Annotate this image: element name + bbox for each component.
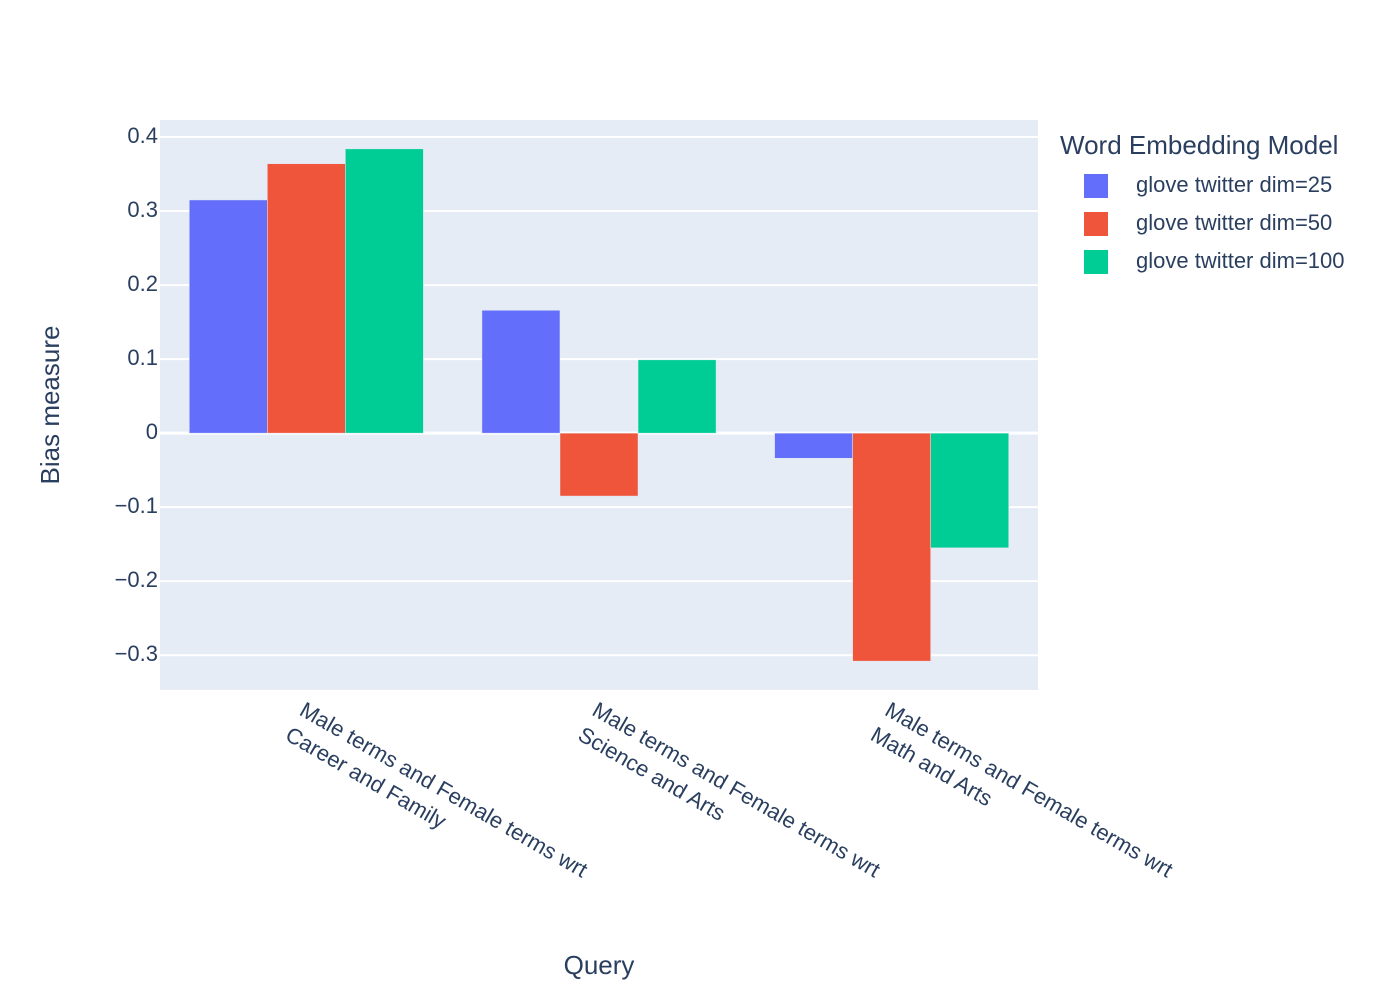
bar bbox=[189, 199, 268, 434]
bar bbox=[930, 432, 1009, 549]
y-tick-label: 0.2 bbox=[127, 271, 158, 296]
x-tick-label-line: Male terms and Female terms wrt bbox=[588, 697, 884, 882]
bar bbox=[267, 163, 346, 434]
y-tick-label: 0.4 bbox=[127, 123, 158, 148]
legend-title: Word Embedding Model bbox=[1060, 130, 1338, 160]
legend-label: glove twitter dim=50 bbox=[1136, 210, 1332, 235]
legend-label: glove twitter dim=100 bbox=[1136, 248, 1345, 273]
bar bbox=[774, 432, 853, 459]
x-tick-label: Male terms and Female terms wrtCareer an… bbox=[281, 697, 592, 907]
x-tick-label-line: Male terms and Female terms wrt bbox=[296, 697, 592, 882]
legend-label: glove twitter dim=25 bbox=[1136, 172, 1332, 197]
x-tick-label: Male terms and Female terms wrtMath and … bbox=[867, 697, 1178, 907]
y-tick-label: 0.1 bbox=[127, 345, 158, 370]
bar bbox=[559, 432, 639, 497]
x-tick-label-line: Male terms and Female terms wrt bbox=[881, 697, 1177, 882]
bar bbox=[637, 359, 717, 434]
legend-swatch bbox=[1084, 250, 1108, 274]
x-axis-title: Query bbox=[564, 950, 635, 980]
y-tick-label: −0.1 bbox=[115, 493, 158, 518]
y-axis-title: Bias measure bbox=[35, 326, 65, 485]
bar bbox=[852, 432, 931, 662]
bar bbox=[481, 309, 561, 434]
x-tick-label: Male terms and Female terms wrtScience a… bbox=[574, 697, 885, 907]
y-tick-label: 0 bbox=[146, 419, 158, 444]
legend-swatch bbox=[1084, 174, 1108, 198]
y-tick-label: −0.3 bbox=[115, 641, 158, 666]
y-tick-label: 0.3 bbox=[127, 197, 158, 222]
y-tick-label: −0.2 bbox=[115, 567, 158, 592]
bar bbox=[345, 148, 424, 434]
legend-swatch bbox=[1084, 212, 1108, 236]
